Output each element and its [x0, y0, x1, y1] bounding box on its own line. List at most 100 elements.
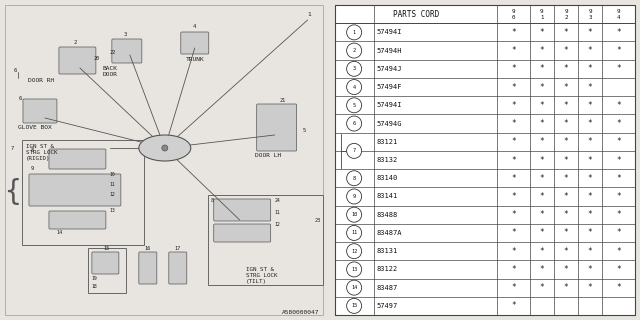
Text: *: *: [616, 156, 621, 164]
Text: 24: 24: [275, 197, 280, 203]
Text: *: *: [511, 119, 516, 128]
Text: DOOR RH: DOOR RH: [28, 78, 54, 83]
Text: 83140: 83140: [377, 175, 398, 181]
Text: *: *: [564, 28, 568, 37]
Text: 9
2: 9 2: [564, 9, 568, 20]
Text: *: *: [540, 192, 544, 201]
Text: *: *: [540, 46, 544, 55]
FancyBboxPatch shape: [92, 252, 119, 274]
Text: *: *: [616, 192, 621, 201]
Text: 57497: 57497: [377, 303, 398, 309]
Text: *: *: [616, 210, 621, 219]
Text: 83487: 83487: [377, 285, 398, 291]
Text: *: *: [588, 283, 592, 292]
Circle shape: [347, 207, 362, 222]
Text: *: *: [616, 283, 621, 292]
Text: 7: 7: [10, 146, 13, 150]
Text: 4: 4: [193, 25, 196, 29]
FancyBboxPatch shape: [49, 211, 106, 229]
Text: 83131: 83131: [377, 248, 398, 254]
Text: 83121: 83121: [377, 139, 398, 145]
Text: 9
1: 9 1: [540, 9, 543, 20]
Text: *: *: [564, 83, 568, 92]
Text: IGN ST &
STRG LOCK
(TILT): IGN ST & STRG LOCK (TILT): [246, 267, 277, 284]
Text: *: *: [564, 210, 568, 219]
Text: *: *: [511, 228, 516, 237]
Text: *: *: [540, 28, 544, 37]
Text: *: *: [616, 174, 621, 183]
Text: 12: 12: [275, 222, 280, 228]
Text: *: *: [616, 64, 621, 73]
Text: 6: 6: [19, 95, 22, 100]
Text: GLOVE BOX: GLOVE BOX: [18, 125, 52, 130]
Text: A580000047: A580000047: [282, 310, 319, 315]
Text: *: *: [588, 101, 592, 110]
Text: *: *: [540, 137, 544, 146]
Circle shape: [347, 61, 362, 76]
Text: PARTS CORD: PARTS CORD: [392, 10, 439, 19]
Circle shape: [347, 244, 362, 259]
Text: *: *: [588, 228, 592, 237]
Text: *: *: [540, 228, 544, 237]
Text: *: *: [511, 283, 516, 292]
Text: *: *: [564, 137, 568, 146]
Text: *: *: [511, 301, 516, 310]
Text: 19: 19: [91, 276, 97, 281]
FancyBboxPatch shape: [49, 149, 106, 169]
Text: *: *: [511, 156, 516, 164]
Text: 8: 8: [30, 148, 33, 153]
FancyBboxPatch shape: [59, 47, 96, 74]
Text: *: *: [588, 192, 592, 201]
Text: 15: 15: [351, 303, 357, 308]
Text: 57494J: 57494J: [377, 66, 402, 72]
Text: *: *: [588, 137, 592, 146]
Text: *: *: [588, 28, 592, 37]
Text: 23: 23: [314, 218, 321, 222]
Text: 3: 3: [353, 66, 356, 71]
Text: 15: 15: [104, 245, 110, 251]
Text: *: *: [511, 28, 516, 37]
Text: *: *: [511, 174, 516, 183]
Text: 20: 20: [93, 55, 100, 60]
Text: *: *: [616, 228, 621, 237]
Text: 83488: 83488: [377, 212, 398, 218]
Circle shape: [347, 280, 362, 295]
Text: *: *: [540, 64, 544, 73]
Text: *: *: [588, 174, 592, 183]
Text: *: *: [564, 283, 568, 292]
Text: *: *: [588, 83, 592, 92]
Text: DOOR LH: DOOR LH: [255, 153, 281, 158]
Text: *: *: [564, 46, 568, 55]
Text: *: *: [588, 265, 592, 274]
Text: 6: 6: [353, 121, 356, 126]
Text: *: *: [588, 64, 592, 73]
Text: *: *: [540, 101, 544, 110]
Text: 4: 4: [353, 84, 356, 90]
Circle shape: [347, 143, 362, 158]
Text: 1: 1: [353, 30, 356, 35]
Text: *: *: [564, 174, 568, 183]
Text: 57494I: 57494I: [377, 29, 402, 35]
Text: *: *: [564, 247, 568, 256]
Text: 22: 22: [109, 50, 116, 54]
Circle shape: [347, 171, 362, 186]
Text: 21: 21: [280, 98, 286, 102]
FancyBboxPatch shape: [214, 199, 271, 221]
Text: 9
4: 9 4: [617, 9, 620, 20]
Text: 9: 9: [353, 194, 356, 199]
Text: 6: 6: [13, 68, 17, 73]
Text: *: *: [616, 247, 621, 256]
FancyBboxPatch shape: [257, 104, 297, 151]
Text: 13: 13: [351, 267, 357, 272]
Text: *: *: [564, 192, 568, 201]
Text: *: *: [540, 83, 544, 92]
Text: *: *: [540, 210, 544, 219]
Circle shape: [347, 189, 362, 204]
Text: *: *: [540, 283, 544, 292]
Text: *: *: [564, 119, 568, 128]
Text: 83132: 83132: [377, 157, 398, 163]
Text: 9
3: 9 3: [588, 9, 592, 20]
Circle shape: [347, 226, 362, 240]
Circle shape: [162, 145, 168, 151]
FancyBboxPatch shape: [180, 32, 209, 54]
